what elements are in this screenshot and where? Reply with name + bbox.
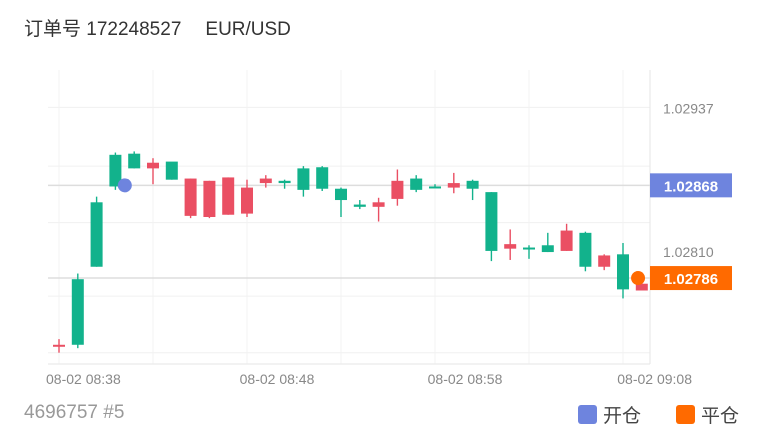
- exit-price-label: 1.02786: [664, 271, 718, 288]
- exit-marker: [631, 271, 646, 286]
- account-id: 4696757 #5: [24, 402, 125, 423]
- symbol-label: EUR/USD: [205, 19, 291, 40]
- chart-header: 订单号 172248527 EUR/USD: [24, 14, 291, 41]
- legend-close-label: 平仓: [701, 406, 740, 427]
- candle-body: [372, 202, 385, 207]
- candle-body: [447, 183, 460, 188]
- candle-down: [53, 339, 65, 353]
- candle-body: [316, 167, 329, 189]
- candle-body: [429, 186, 441, 189]
- candle-body: [504, 244, 517, 249]
- legend-open-label: 开仓: [603, 406, 642, 427]
- candle-body: [147, 162, 159, 169]
- candle-down: [560, 223, 573, 251]
- candle-down: [504, 229, 517, 260]
- candle-body: [635, 283, 648, 291]
- candle-up: [71, 273, 84, 349]
- entry-marker: [117, 178, 132, 193]
- time-tick-label: 08-02 08:48: [240, 371, 315, 387]
- candle-body: [410, 178, 423, 190]
- candle-body: [560, 230, 573, 251]
- candle-body: [203, 180, 216, 217]
- legend-close: 平仓: [676, 401, 739, 428]
- candle-body: [617, 254, 629, 290]
- entry-price-label: 1.02868: [664, 178, 718, 195]
- candle-down: [372, 197, 385, 222]
- candle-down: [147, 158, 159, 185]
- candle-down: [184, 178, 197, 219]
- candle-body: [485, 192, 498, 251]
- candle-down: [203, 180, 216, 219]
- legend-open: 开仓: [578, 401, 641, 428]
- candle-body: [128, 153, 141, 169]
- entry-price-badge: [650, 173, 732, 198]
- candle-up: [128, 151, 141, 169]
- candle-up: [353, 200, 366, 210]
- candle-body: [598, 255, 611, 267]
- candle-body: [165, 161, 178, 180]
- candle-up: [429, 184, 441, 189]
- candle-up: [165, 161, 178, 180]
- candle-body: [259, 178, 272, 184]
- candle-body: [71, 279, 84, 345]
- candle-down: [391, 169, 404, 206]
- candle-body: [184, 178, 197, 216]
- candle-up: [335, 187, 347, 217]
- candle-up: [541, 232, 554, 253]
- candle-body: [109, 154, 122, 187]
- close-swatch: [676, 405, 695, 424]
- candle-down: [222, 177, 235, 215]
- candle-up: [316, 166, 329, 191]
- time-tick-label: 08-02 09:08: [617, 371, 692, 387]
- candle-up: [466, 179, 479, 201]
- candle-body: [335, 188, 347, 201]
- candle-body: [541, 245, 554, 253]
- candle-body: [297, 168, 310, 190]
- price-tick-label: 1.02937: [663, 100, 714, 116]
- candle-up: [617, 243, 629, 299]
- candle-body: [53, 344, 65, 347]
- candle-body: [278, 180, 291, 184]
- candle-up: [485, 192, 498, 262]
- candle-down: [598, 254, 611, 271]
- candle-body: [466, 180, 479, 189]
- candle-up: [109, 152, 122, 190]
- candle-down: [259, 175, 272, 188]
- open-swatch: [578, 405, 597, 424]
- price-tick-label: 1.02810: [663, 244, 714, 260]
- candle-up: [278, 179, 291, 189]
- candle-body: [241, 187, 253, 214]
- candle-up: [297, 166, 310, 197]
- candle-body: [90, 202, 103, 267]
- candle-up: [410, 175, 423, 193]
- candle-body: [579, 232, 592, 267]
- time-tick-label: 08-02 08:38: [46, 371, 121, 387]
- candle-body: [353, 204, 366, 207]
- candle-body: [222, 177, 235, 215]
- candle-body: [523, 247, 535, 250]
- candle-up: [579, 231, 592, 272]
- exit-price-badge: [650, 266, 732, 291]
- candle-down: [241, 179, 253, 217]
- candle-up: [90, 196, 103, 267]
- candle-down: [447, 172, 460, 194]
- candle-up: [523, 245, 535, 259]
- candle-body: [391, 180, 404, 199]
- time-tick-label: 08-02 08:58: [428, 371, 503, 387]
- order-number: 订单号 172248527: [24, 19, 182, 40]
